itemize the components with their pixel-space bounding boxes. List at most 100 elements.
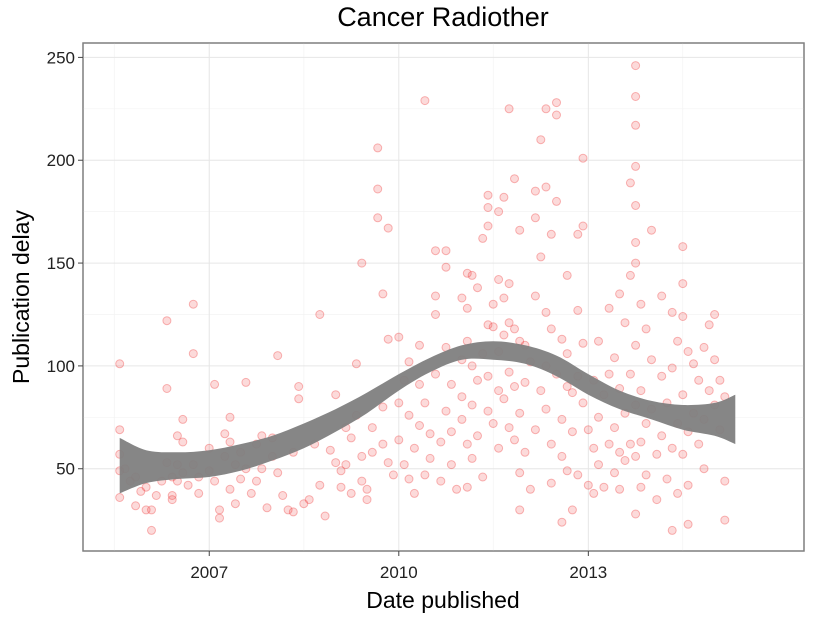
scatter-point xyxy=(215,513,224,523)
scatter-point xyxy=(331,458,341,468)
scatter-point xyxy=(483,203,493,212)
scatter-point xyxy=(473,375,482,385)
scatter-point xyxy=(446,379,456,389)
scatter-point xyxy=(388,470,398,480)
y-axis: 50 100 150 200 250 xyxy=(47,48,83,479)
scatter-point xyxy=(510,382,519,391)
scatter-point xyxy=(720,476,730,486)
scatter-point xyxy=(715,375,725,385)
scatter-point xyxy=(409,488,419,498)
scatter-point xyxy=(162,316,172,326)
scatter-point xyxy=(452,484,462,494)
scatter-point xyxy=(541,307,551,317)
scatter-point xyxy=(699,464,709,474)
scatter-point xyxy=(657,431,667,441)
scatter-point xyxy=(167,491,177,500)
scatter-point xyxy=(610,468,619,478)
scatter-point xyxy=(483,406,493,416)
scatter-point xyxy=(225,437,235,447)
scatter-point xyxy=(431,310,440,319)
scatter-point xyxy=(336,466,346,476)
scatter-point xyxy=(662,474,672,484)
scatter-point xyxy=(515,408,525,418)
scatter-point xyxy=(373,213,383,223)
scatter-point xyxy=(689,359,698,369)
scatter-point xyxy=(530,213,540,223)
scatter-point xyxy=(115,425,125,435)
scatter-point xyxy=(720,515,730,525)
scatter-point xyxy=(530,291,540,301)
scatter-point xyxy=(657,291,667,301)
scatter-point xyxy=(667,443,677,453)
scatter-point xyxy=(515,225,525,235)
scatter-point xyxy=(215,505,224,515)
scatter-point xyxy=(483,190,493,200)
scatter-point xyxy=(610,423,619,433)
scatter-point xyxy=(415,421,424,430)
scatter-point xyxy=(420,398,430,408)
scatter-point xyxy=(415,379,424,389)
scatter-point xyxy=(573,305,583,315)
scatter-point xyxy=(504,318,514,328)
scatter-point xyxy=(336,482,346,492)
scatter-point xyxy=(625,439,635,449)
scatter-point xyxy=(594,336,603,346)
scatter-point xyxy=(131,501,141,511)
scatter-point xyxy=(478,472,488,482)
scatter-point xyxy=(220,429,230,439)
scatter-point xyxy=(536,135,546,145)
scatter-point xyxy=(636,299,646,309)
x-tick-label: 2010 xyxy=(380,563,418,582)
scatter-point xyxy=(494,275,504,284)
scatter-point xyxy=(515,468,525,478)
scatter-point xyxy=(499,293,509,303)
scatter-point xyxy=(541,182,551,192)
scatter-point xyxy=(147,525,156,535)
scatter-point xyxy=(115,493,125,502)
scatter-point xyxy=(536,386,546,396)
scatter-point xyxy=(678,242,688,252)
scatter-point xyxy=(546,324,556,334)
scatter-point xyxy=(615,484,625,494)
scatter-point xyxy=(652,495,662,505)
scatter-point xyxy=(525,484,535,494)
scatter-point xyxy=(504,423,514,433)
scatter-point xyxy=(673,488,683,498)
scatter-point xyxy=(510,324,519,334)
scatter-point xyxy=(631,161,641,171)
scatter-point xyxy=(294,382,304,391)
scatter-point xyxy=(341,460,351,470)
scatter-point xyxy=(351,359,361,369)
scatter-point xyxy=(647,225,656,235)
scatter-point xyxy=(699,342,709,352)
scatter-point xyxy=(404,357,414,367)
scatter-point xyxy=(636,437,646,447)
scatter-point xyxy=(462,268,472,278)
scatter-point xyxy=(441,246,451,256)
scatter-point xyxy=(431,369,440,379)
scatter-point xyxy=(578,221,588,231)
scatter-point xyxy=(467,453,477,463)
scatter-point xyxy=(178,437,188,447)
scatter-point xyxy=(315,310,325,319)
scatter-point xyxy=(657,371,667,381)
scatter-point xyxy=(631,451,641,461)
scatter-point xyxy=(499,192,509,202)
scatter-point xyxy=(488,322,498,332)
scatter-point xyxy=(404,474,414,484)
scatter-point xyxy=(536,252,546,262)
scatter-point xyxy=(288,507,298,517)
scatter-point xyxy=(462,482,472,492)
scatter-point xyxy=(462,439,472,449)
scatter-point xyxy=(178,414,188,424)
scatter-point xyxy=(483,221,493,231)
scatter-point xyxy=(504,104,514,114)
scatter-point xyxy=(631,509,641,519)
scatter-point xyxy=(188,349,198,359)
scatter-point xyxy=(562,349,572,359)
scatter-point xyxy=(457,414,467,424)
scatter-point xyxy=(415,340,424,350)
scatter-point xyxy=(246,488,256,498)
scatter-point xyxy=(683,519,693,529)
